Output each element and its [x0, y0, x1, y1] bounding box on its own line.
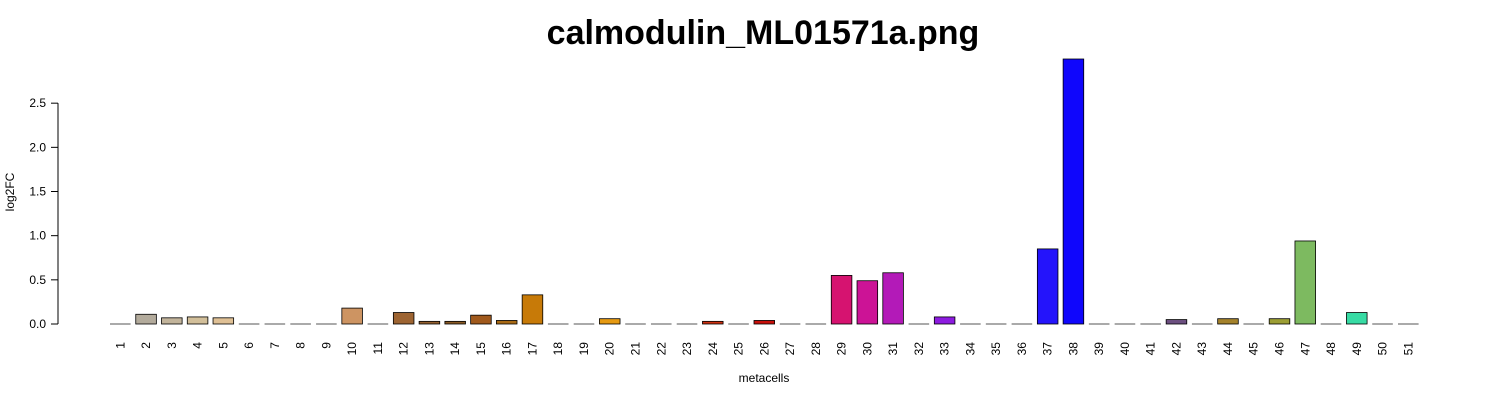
bar-16 — [495, 320, 518, 325]
x-tick-label: 10 — [345, 342, 359, 356]
bar-38 — [1062, 58, 1085, 325]
y-tick-label: 2.5 — [29, 96, 46, 110]
x-tick-label: 35 — [989, 342, 1003, 356]
bar-33 — [933, 316, 956, 325]
bar-12 — [392, 312, 415, 325]
x-tick-label: 23 — [680, 342, 694, 356]
bar-3 — [161, 317, 183, 325]
bar-30 — [856, 280, 879, 325]
bar-14 — [444, 320, 466, 325]
y-tick-label: 0.5 — [29, 273, 46, 287]
x-tick-label: 42 — [1169, 342, 1183, 356]
x-tick-label: 39 — [1092, 342, 1106, 356]
x-tick-label: 41 — [1144, 342, 1158, 356]
x-tick-label: 49 — [1350, 342, 1364, 356]
bar-13 — [418, 320, 441, 325]
x-tick-label: 50 — [1376, 342, 1390, 356]
x-tick-label: 13 — [422, 342, 436, 356]
bar-26 — [753, 320, 776, 325]
x-tick-label: 11 — [371, 342, 385, 355]
x-tick-label: 37 — [1041, 342, 1055, 356]
x-tick-label: 24 — [706, 342, 720, 356]
x-tick-label: 30 — [860, 342, 874, 356]
bar-10 — [341, 307, 363, 325]
y-axis: 0.0 0.5 1.0 1.5 2.0 2.5 — [29, 96, 59, 331]
x-tick-label: 29 — [835, 342, 849, 356]
x-tick-label: 26 — [757, 342, 771, 356]
x-tick-label: 21 — [629, 342, 643, 356]
x-tick-label: 32 — [912, 342, 926, 356]
bar-31 — [882, 272, 904, 325]
x-tick-label: 17 — [525, 342, 539, 356]
bar-42 — [1165, 319, 1188, 325]
x-tick-label: 19 — [577, 342, 591, 356]
x-tick-label: 40 — [1118, 342, 1132, 356]
x-tick-label: 43 — [1195, 342, 1209, 356]
bar-24 — [702, 320, 724, 325]
bar-5 — [212, 317, 235, 325]
x-tick-label: 36 — [1015, 342, 1029, 356]
bar-37 — [1036, 248, 1059, 325]
x-tick-label: 6 — [242, 342, 256, 349]
y-axis-label: log2FC — [3, 172, 17, 211]
x-tick-label: 47 — [1298, 342, 1312, 356]
x-tick-label: 25 — [732, 342, 746, 356]
x-tick-label: 34 — [963, 342, 977, 356]
x-tick-label: 48 — [1324, 342, 1338, 356]
bar-44 — [1217, 318, 1239, 325]
y-tick-label: 1.0 — [29, 229, 46, 243]
x-tick-label: 1 — [113, 342, 127, 349]
x-tick-label: 45 — [1247, 342, 1261, 356]
x-tick-label: 38 — [1066, 342, 1080, 356]
x-tick-label: 3 — [165, 342, 179, 349]
x-tick-label: 5 — [216, 342, 230, 349]
y-tick-label: 1.5 — [29, 185, 46, 199]
x-tick-label: 7 — [268, 342, 282, 349]
bar-29 — [830, 275, 853, 325]
bar-49 — [1346, 312, 1368, 325]
y-tick-label: 2.0 — [29, 140, 46, 154]
bar-47 — [1294, 240, 1316, 325]
bar-46 — [1268, 318, 1291, 325]
x-tick-label: 27 — [783, 342, 797, 356]
chart-title: calmodulin_ML01571a.png — [547, 14, 980, 52]
x-tick-label: 15 — [474, 342, 488, 356]
bar-20 — [599, 318, 621, 325]
x-tick-label: 22 — [654, 342, 668, 356]
x-tick-labels: 1 2 3 4 5 6 7 8 9 10 11 12 13 14 15 16 17 18 19 20 21 22 23 24 2… — [113, 342, 1415, 356]
bar-4 — [186, 316, 209, 325]
bar-2 — [135, 313, 157, 325]
x-tick-label: 33 — [938, 342, 952, 356]
x-tick-label: 4 — [191, 342, 205, 349]
x-tick-label: 9 — [319, 342, 333, 349]
x-tick-label: 18 — [551, 342, 565, 356]
x-tick-label: 20 — [603, 342, 617, 356]
bars — [110, 58, 1419, 325]
y-tick-label: 0.0 — [29, 317, 46, 331]
bar-15 — [470, 314, 492, 325]
x-tick-label: 14 — [448, 342, 462, 356]
bar-17 — [521, 294, 544, 325]
x-tick-label: 28 — [809, 342, 823, 356]
x-tick-label: 12 — [397, 342, 411, 356]
x-axis-label: metacells — [739, 371, 790, 385]
x-tick-label: 46 — [1273, 342, 1287, 356]
x-tick-label: 31 — [886, 342, 900, 356]
x-tick-label: 51 — [1401, 342, 1415, 356]
x-tick-label: 16 — [500, 342, 514, 356]
x-tick-label: 8 — [294, 342, 308, 349]
x-tick-label: 44 — [1221, 342, 1235, 356]
x-tick-label: 2 — [139, 342, 153, 349]
